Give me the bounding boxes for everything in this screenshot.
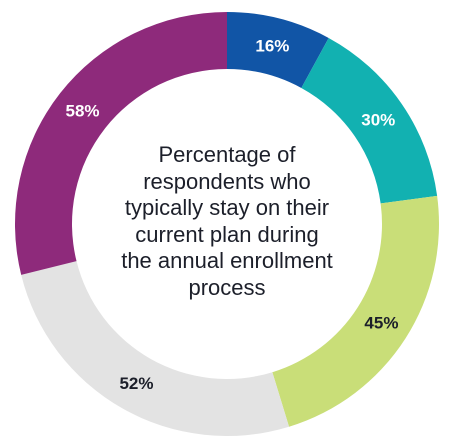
donut-slice-2 (301, 37, 438, 204)
slice-labels: 16% 30% 45% 52% 58% (66, 37, 399, 393)
slice-label-2: 30% (361, 111, 395, 130)
donut-slice-5 (15, 12, 228, 275)
chart-title-line-6: process (188, 274, 266, 300)
donut-slice-4 (21, 261, 290, 436)
donut-slices (15, 12, 439, 436)
slice-label-3: 45% (364, 314, 398, 333)
chart-title-line-3: typically stay on their (124, 195, 330, 220)
donut-slice-1 (227, 12, 329, 88)
slice-label-1: 16% (255, 37, 289, 56)
slice-label-5: 58% (66, 101, 100, 120)
chart-title-line-4: current plan during (135, 221, 319, 247)
chart-center-title: Percentage of respondents who typically … (117, 142, 337, 301)
chart-title-line-2: respondents who (143, 168, 311, 194)
chart-title-line-5: the annual enrollment (121, 248, 333, 273)
donut-slice-3 (272, 195, 439, 427)
slice-label-4: 52% (119, 374, 153, 393)
chart-title-line-1: Percentage of (158, 142, 296, 167)
